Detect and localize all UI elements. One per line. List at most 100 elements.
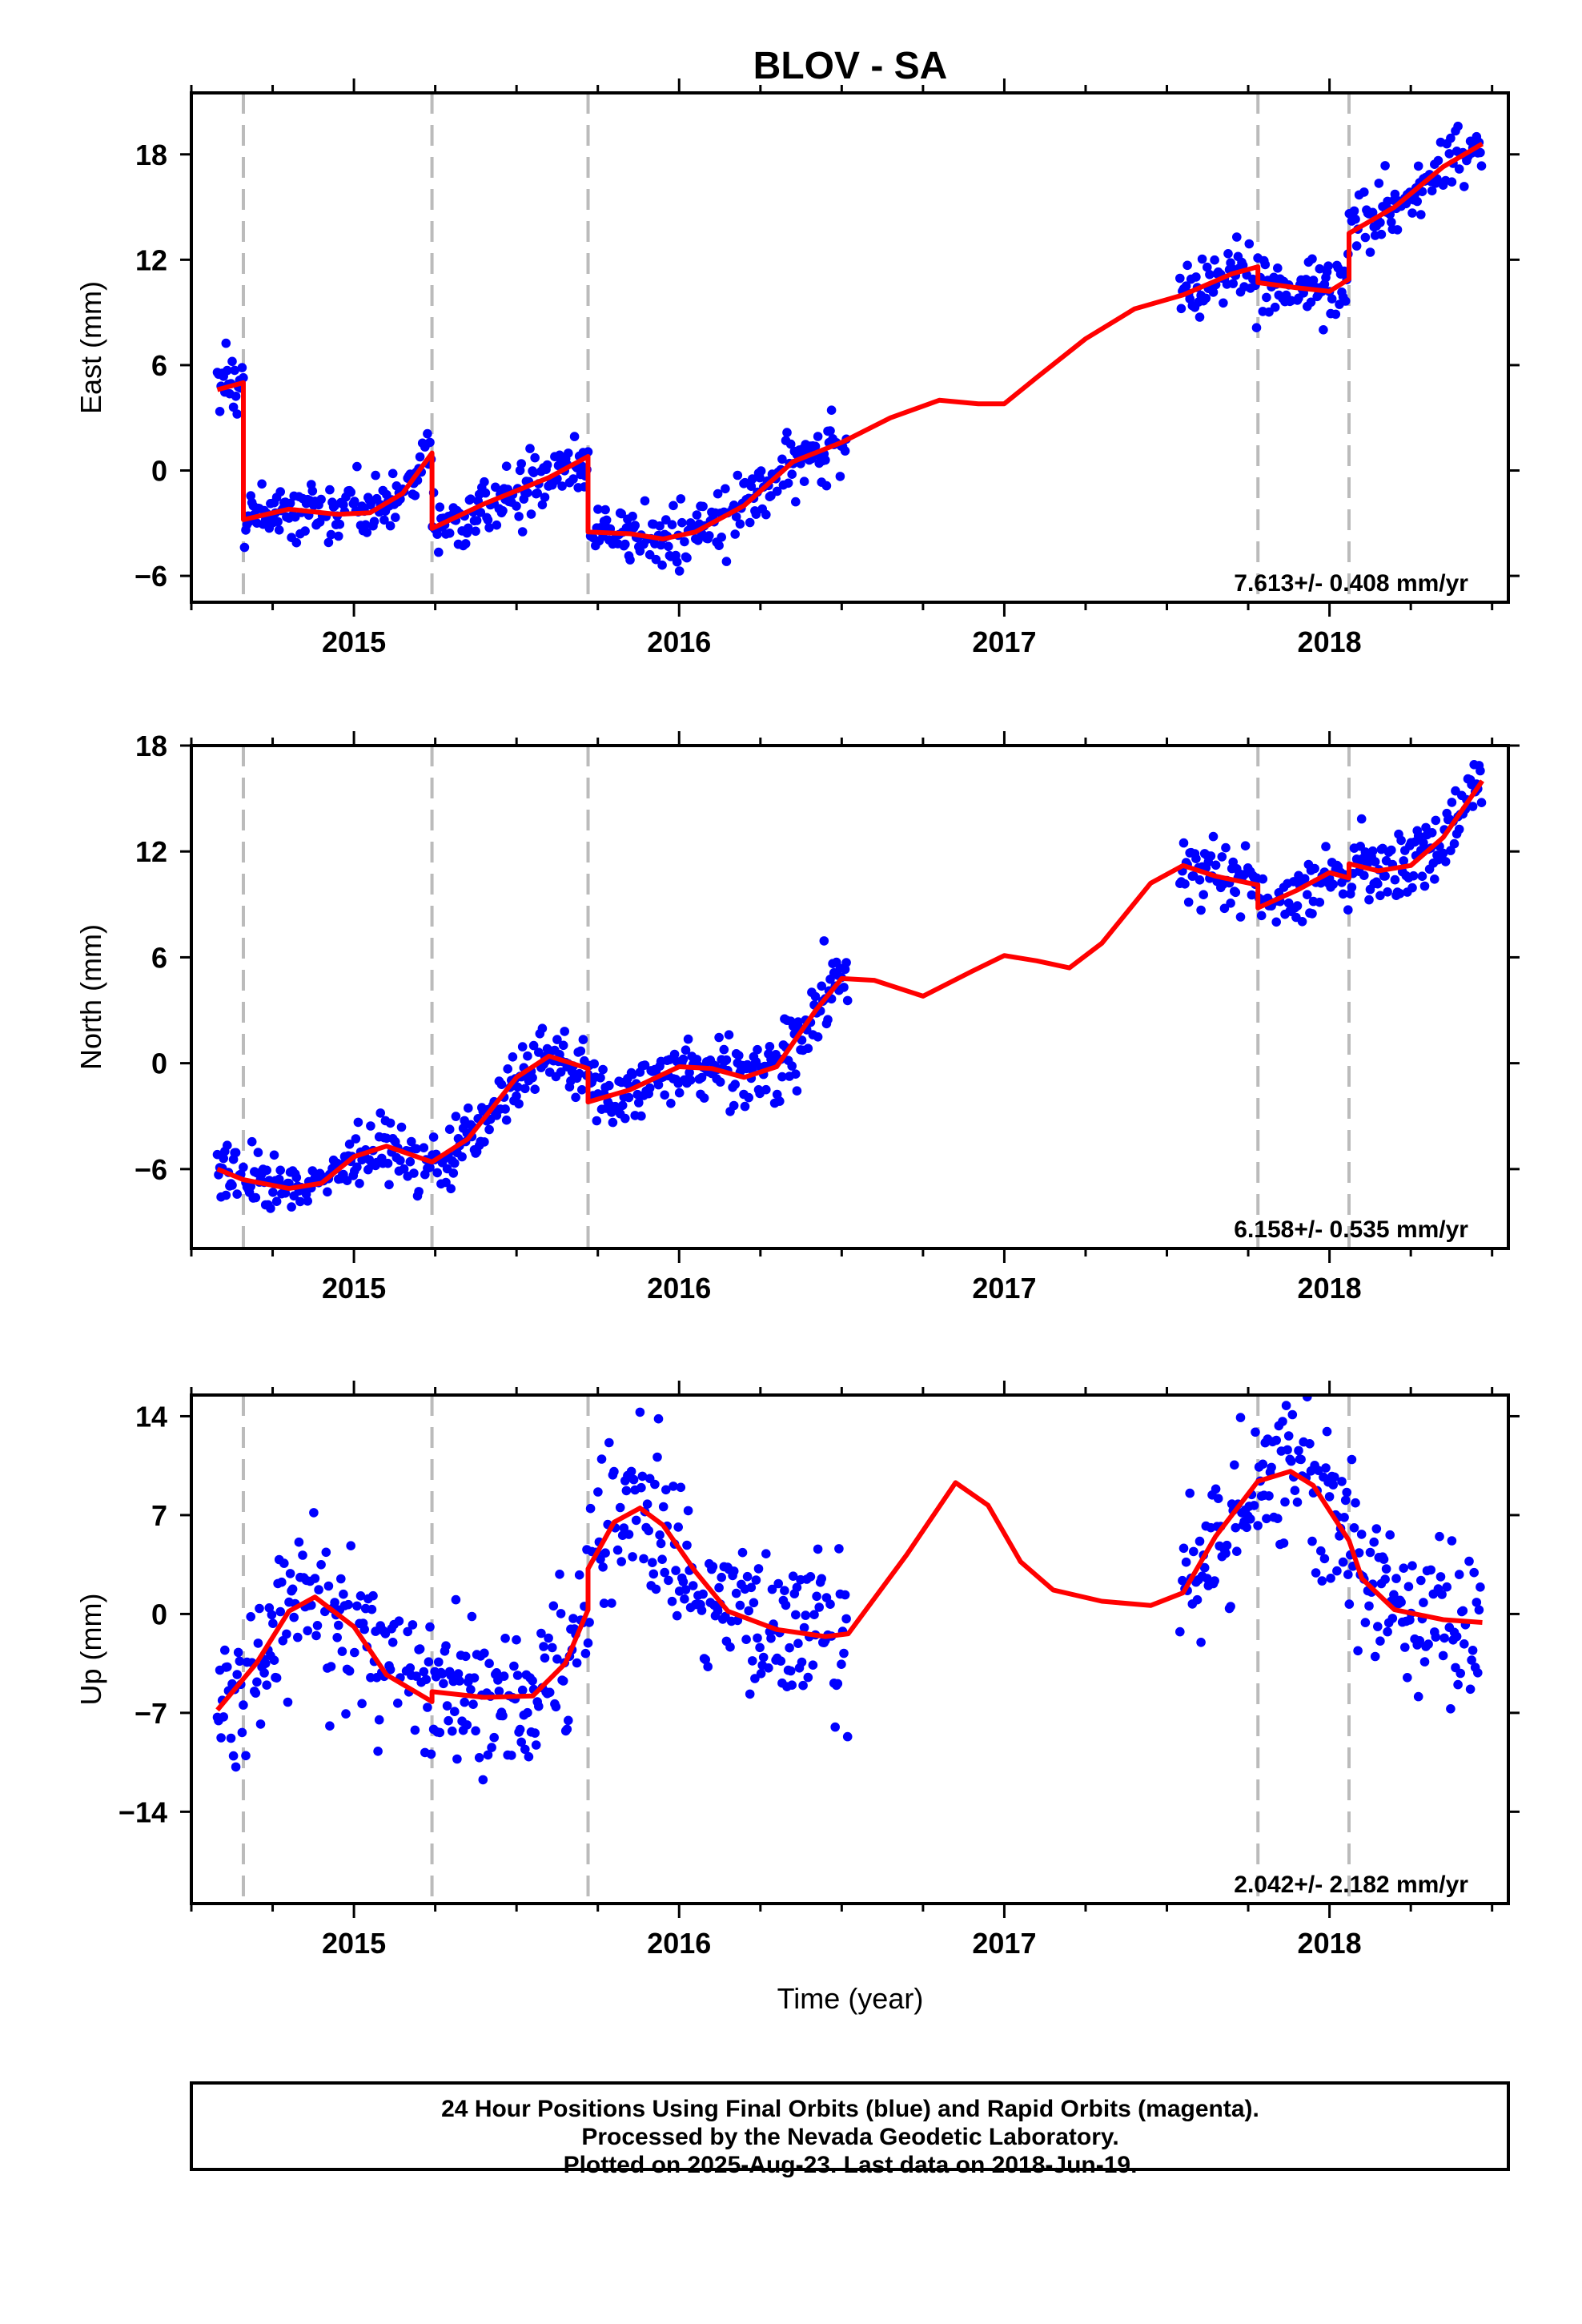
data-point [512, 1634, 521, 1645]
data-point [1403, 1582, 1414, 1591]
data-point [314, 1585, 323, 1594]
y-tick-label: 12 [135, 835, 167, 868]
data-point [825, 426, 835, 436]
data-point [1419, 838, 1428, 848]
data-point [753, 1044, 762, 1055]
data-point [334, 531, 343, 541]
data-point [441, 1641, 451, 1651]
data-point [223, 1662, 232, 1672]
data-point [580, 1648, 591, 1659]
data-point [295, 1196, 305, 1207]
data-point [671, 1566, 681, 1575]
data-point [231, 1762, 241, 1772]
data-point [560, 1027, 569, 1036]
data-point [1408, 870, 1419, 881]
data-point [781, 1600, 791, 1610]
data-point [753, 1564, 764, 1574]
data-point [442, 1701, 452, 1711]
rate-annotation: 2.042+/- 2.182 mm/yr [1234, 1872, 1468, 1898]
data-point [1433, 155, 1443, 166]
data-point [1181, 281, 1191, 292]
data-point [655, 1530, 665, 1540]
data-point [615, 1502, 625, 1513]
data-point [842, 995, 853, 1006]
data-point [1387, 845, 1396, 855]
data-point [635, 1407, 645, 1417]
data-point [782, 428, 792, 437]
panel-east: −6 0 6 12 18 2015 2016 2017 2018 East (mm) 7.613+/… [74, 78, 1520, 658]
y-tick-label: 6 [151, 941, 167, 974]
data-point [355, 1179, 364, 1188]
data-point [564, 448, 573, 458]
data-point [628, 511, 637, 521]
data-point [656, 1538, 666, 1549]
data-point [667, 1596, 677, 1606]
data-point [373, 1747, 383, 1756]
data-point [791, 1610, 801, 1620]
data-point [1315, 897, 1325, 907]
data-point [357, 1699, 367, 1709]
data-point [269, 1655, 279, 1665]
data-point [664, 1575, 673, 1586]
data-point [1431, 815, 1441, 826]
data-point [444, 529, 455, 538]
data-point [655, 521, 665, 531]
data-point [423, 428, 432, 439]
data-point [291, 1172, 302, 1183]
data-point [484, 1659, 494, 1668]
data-point [221, 1190, 231, 1200]
data-point [1324, 1492, 1335, 1502]
data-point [255, 1719, 266, 1729]
data-point [548, 1642, 557, 1653]
data-point [803, 1672, 813, 1683]
data-point [412, 1144, 421, 1154]
data-point [480, 476, 489, 487]
data-point [1347, 1454, 1357, 1465]
data-point [635, 546, 645, 556]
y-tick-label: 18 [135, 730, 167, 762]
data-point [688, 1581, 698, 1590]
data-point [360, 520, 371, 530]
data-point [584, 1618, 594, 1627]
data-point [677, 517, 687, 528]
data-point [512, 501, 521, 511]
data-point [271, 1673, 282, 1683]
data-point [1328, 879, 1338, 890]
data-point [444, 1715, 453, 1726]
data-point [492, 1668, 502, 1678]
data-point [1375, 218, 1385, 227]
data-point [666, 1099, 676, 1108]
rate-annotation: 7.613+/- 0.408 mm/yr [1234, 570, 1468, 597]
data-point [291, 537, 302, 548]
data-point [657, 560, 667, 570]
data-point [1235, 912, 1246, 922]
data-point [1344, 1599, 1355, 1609]
data-point [233, 1647, 243, 1658]
data-point [1278, 1417, 1287, 1426]
data-point [1347, 883, 1357, 892]
data-point [391, 513, 400, 522]
data-point [703, 1662, 713, 1671]
data-point [1383, 1626, 1392, 1637]
data-point [721, 1055, 732, 1065]
data-point [725, 1642, 735, 1652]
y-tick-label: −6 [135, 1153, 167, 1186]
data-point [239, 542, 250, 553]
data-point [1447, 798, 1457, 807]
data-point [664, 541, 673, 552]
data-point [1203, 262, 1212, 272]
data-point [733, 470, 743, 480]
data-point [1307, 1536, 1317, 1546]
data-point [683, 1034, 693, 1044]
data-point [839, 983, 849, 992]
data-point [1349, 1523, 1359, 1533]
data-point [772, 486, 782, 497]
data-point [1415, 1636, 1425, 1646]
data-point [239, 1700, 248, 1710]
data-point [1390, 189, 1400, 199]
data-point [801, 1610, 810, 1620]
data-point [761, 1549, 771, 1558]
data-point [616, 1557, 626, 1566]
data-point [651, 554, 661, 565]
data-point [674, 1088, 685, 1098]
